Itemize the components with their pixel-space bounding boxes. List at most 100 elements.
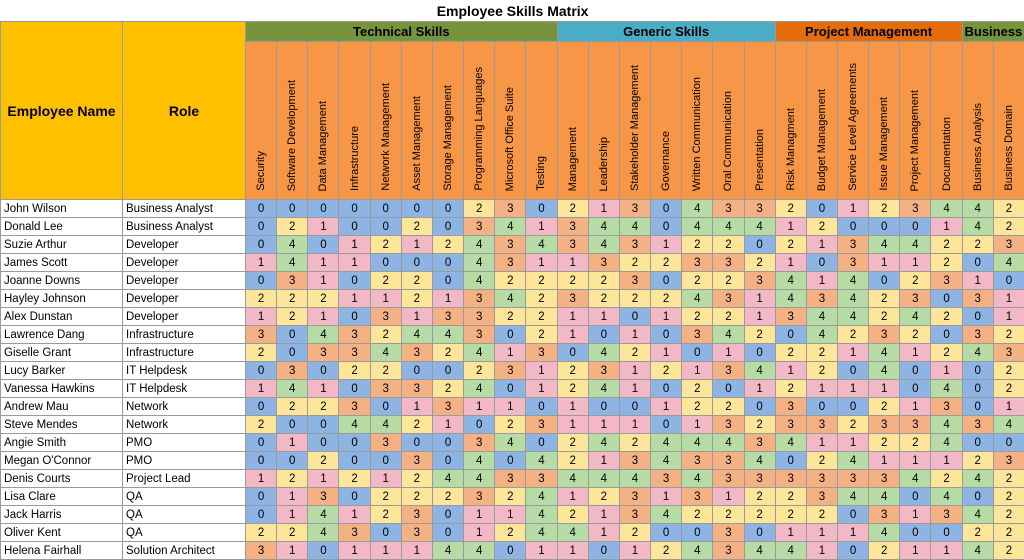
skill-score-cell[interactable]: 2: [557, 272, 588, 290]
skill-column-header[interactable]: Project Management: [900, 42, 931, 200]
skill-score-cell[interactable]: 1: [588, 416, 619, 434]
skill-score-cell[interactable]: 3: [495, 236, 526, 254]
skill-score-cell[interactable]: 2: [900, 434, 931, 452]
skill-score-cell[interactable]: 2: [682, 380, 713, 398]
skill-score-cell[interactable]: 3: [526, 470, 557, 488]
skill-score-cell[interactable]: 2: [308, 398, 339, 416]
skill-score-cell[interactable]: 4: [962, 470, 993, 488]
skill-column-header[interactable]: Documentation: [931, 42, 962, 200]
skill-score-cell[interactable]: 2: [869, 434, 900, 452]
skill-score-cell[interactable]: 1: [931, 362, 962, 380]
employee-name-cell[interactable]: Oliver Kent: [1, 524, 123, 542]
skill-column-header[interactable]: Storage Management: [432, 42, 463, 200]
skill-score-cell[interactable]: 1: [931, 452, 962, 470]
skill-score-cell[interactable]: 2: [931, 308, 962, 326]
skill-score-cell[interactable]: 2: [744, 506, 775, 524]
skill-score-cell[interactable]: 2: [308, 290, 339, 308]
skill-score-cell[interactable]: 4: [869, 488, 900, 506]
skill-score-cell[interactable]: 4: [557, 470, 588, 488]
skill-score-cell[interactable]: 3: [962, 326, 993, 344]
skill-score-cell[interactable]: 2: [246, 344, 277, 362]
skill-score-cell[interactable]: 1: [246, 380, 277, 398]
employee-role-cell[interactable]: QA: [123, 506, 246, 524]
skill-score-cell[interactable]: 4: [837, 308, 868, 326]
skill-score-cell[interactable]: 2: [277, 524, 308, 542]
employee-role-cell[interactable]: Infrastructure: [123, 344, 246, 362]
skill-score-cell[interactable]: 0: [246, 362, 277, 380]
employee-role-cell[interactable]: Developer: [123, 308, 246, 326]
employee-role-cell[interactable]: QA: [123, 488, 246, 506]
skill-score-cell[interactable]: 4: [588, 380, 619, 398]
skill-score-cell[interactable]: 3: [495, 470, 526, 488]
skill-score-cell[interactable]: 2: [370, 326, 401, 344]
skill-score-cell[interactable]: 1: [464, 524, 495, 542]
skill-score-cell[interactable]: 2: [775, 380, 806, 398]
skill-score-cell[interactable]: 4: [432, 326, 463, 344]
skill-score-cell[interactable]: 2: [993, 470, 1024, 488]
skill-score-cell[interactable]: 2: [744, 326, 775, 344]
skill-score-cell[interactable]: 2: [526, 290, 557, 308]
skill-score-cell[interactable]: 0: [432, 524, 463, 542]
skill-score-cell[interactable]: 4: [775, 290, 806, 308]
skill-score-cell[interactable]: 1: [682, 416, 713, 434]
employee-name-cell[interactable]: Donald Lee: [1, 218, 123, 236]
skill-column-header[interactable]: Budget Management: [806, 42, 837, 200]
skill-score-cell[interactable]: 0: [370, 524, 401, 542]
skill-column-header[interactable]: Microsoft Office Suite: [495, 42, 526, 200]
skill-score-cell[interactable]: 3: [775, 470, 806, 488]
skill-score-cell[interactable]: 4: [682, 434, 713, 452]
skill-score-cell[interactable]: 2: [588, 488, 619, 506]
skill-score-cell[interactable]: 4: [869, 524, 900, 542]
skill-score-cell[interactable]: 2: [246, 290, 277, 308]
skill-score-cell[interactable]: 4: [557, 524, 588, 542]
skill-column-header[interactable]: Asset Management: [401, 42, 432, 200]
skill-score-cell[interactable]: 1: [775, 254, 806, 272]
employee-name-cell[interactable]: Hayley Johnson: [1, 290, 123, 308]
skill-score-cell[interactable]: 2: [993, 524, 1024, 542]
skill-column-header[interactable]: Service Level Agreements: [837, 42, 868, 200]
skill-score-cell[interactable]: 3: [526, 416, 557, 434]
skill-score-cell[interactable]: 4: [495, 434, 526, 452]
skill-score-cell[interactable]: 3: [401, 524, 432, 542]
skill-score-cell[interactable]: 0: [651, 326, 682, 344]
skill-score-cell[interactable]: 4: [713, 434, 744, 452]
skill-score-cell[interactable]: 3: [464, 308, 495, 326]
skill-score-cell[interactable]: 1: [744, 308, 775, 326]
skill-score-cell[interactable]: 0: [432, 200, 463, 218]
employee-name-cell[interactable]: Andrew Mau: [1, 398, 123, 416]
skill-score-cell[interactable]: 2: [432, 380, 463, 398]
skill-score-cell[interactable]: 0: [339, 488, 370, 506]
skill-column-header[interactable]: Software Development: [277, 42, 308, 200]
skill-score-cell[interactable]: 2: [931, 254, 962, 272]
skill-score-cell[interactable]: 1: [464, 506, 495, 524]
employee-name-cell[interactable]: Steve Mendes: [1, 416, 123, 434]
skill-score-cell[interactable]: 3: [588, 254, 619, 272]
skill-score-cell[interactable]: 2: [837, 326, 868, 344]
skill-score-cell[interactable]: 0: [401, 254, 432, 272]
skill-score-cell[interactable]: 3: [837, 470, 868, 488]
skill-score-cell[interactable]: 2: [277, 218, 308, 236]
skill-score-cell[interactable]: 0: [713, 380, 744, 398]
skill-score-cell[interactable]: 2: [370, 362, 401, 380]
skill-score-cell[interactable]: 4: [277, 236, 308, 254]
skill-score-cell[interactable]: 2: [682, 506, 713, 524]
skill-score-cell[interactable]: 3: [526, 344, 557, 362]
skill-score-cell[interactable]: 2: [619, 434, 650, 452]
skill-score-cell[interactable]: 0: [619, 308, 650, 326]
skill-score-cell[interactable]: 0: [962, 398, 993, 416]
skill-score-cell[interactable]: 1: [339, 254, 370, 272]
skill-score-cell[interactable]: 4: [869, 236, 900, 254]
skill-score-cell[interactable]: 4: [370, 416, 401, 434]
skill-score-cell[interactable]: 3: [682, 488, 713, 506]
skill-score-cell[interactable]: 3: [775, 398, 806, 416]
skill-score-cell[interactable]: 2: [993, 362, 1024, 380]
employee-name-cell[interactable]: Jack Harris: [1, 506, 123, 524]
skill-score-cell[interactable]: 3: [464, 290, 495, 308]
skill-score-cell[interactable]: 4: [619, 218, 650, 236]
skill-score-cell[interactable]: 3: [962, 416, 993, 434]
skill-score-cell[interactable]: 0: [246, 272, 277, 290]
skill-score-cell[interactable]: 2: [931, 344, 962, 362]
skill-score-cell[interactable]: 1: [495, 506, 526, 524]
skill-score-cell[interactable]: 1: [401, 542, 432, 560]
skill-score-cell[interactable]: 0: [931, 290, 962, 308]
